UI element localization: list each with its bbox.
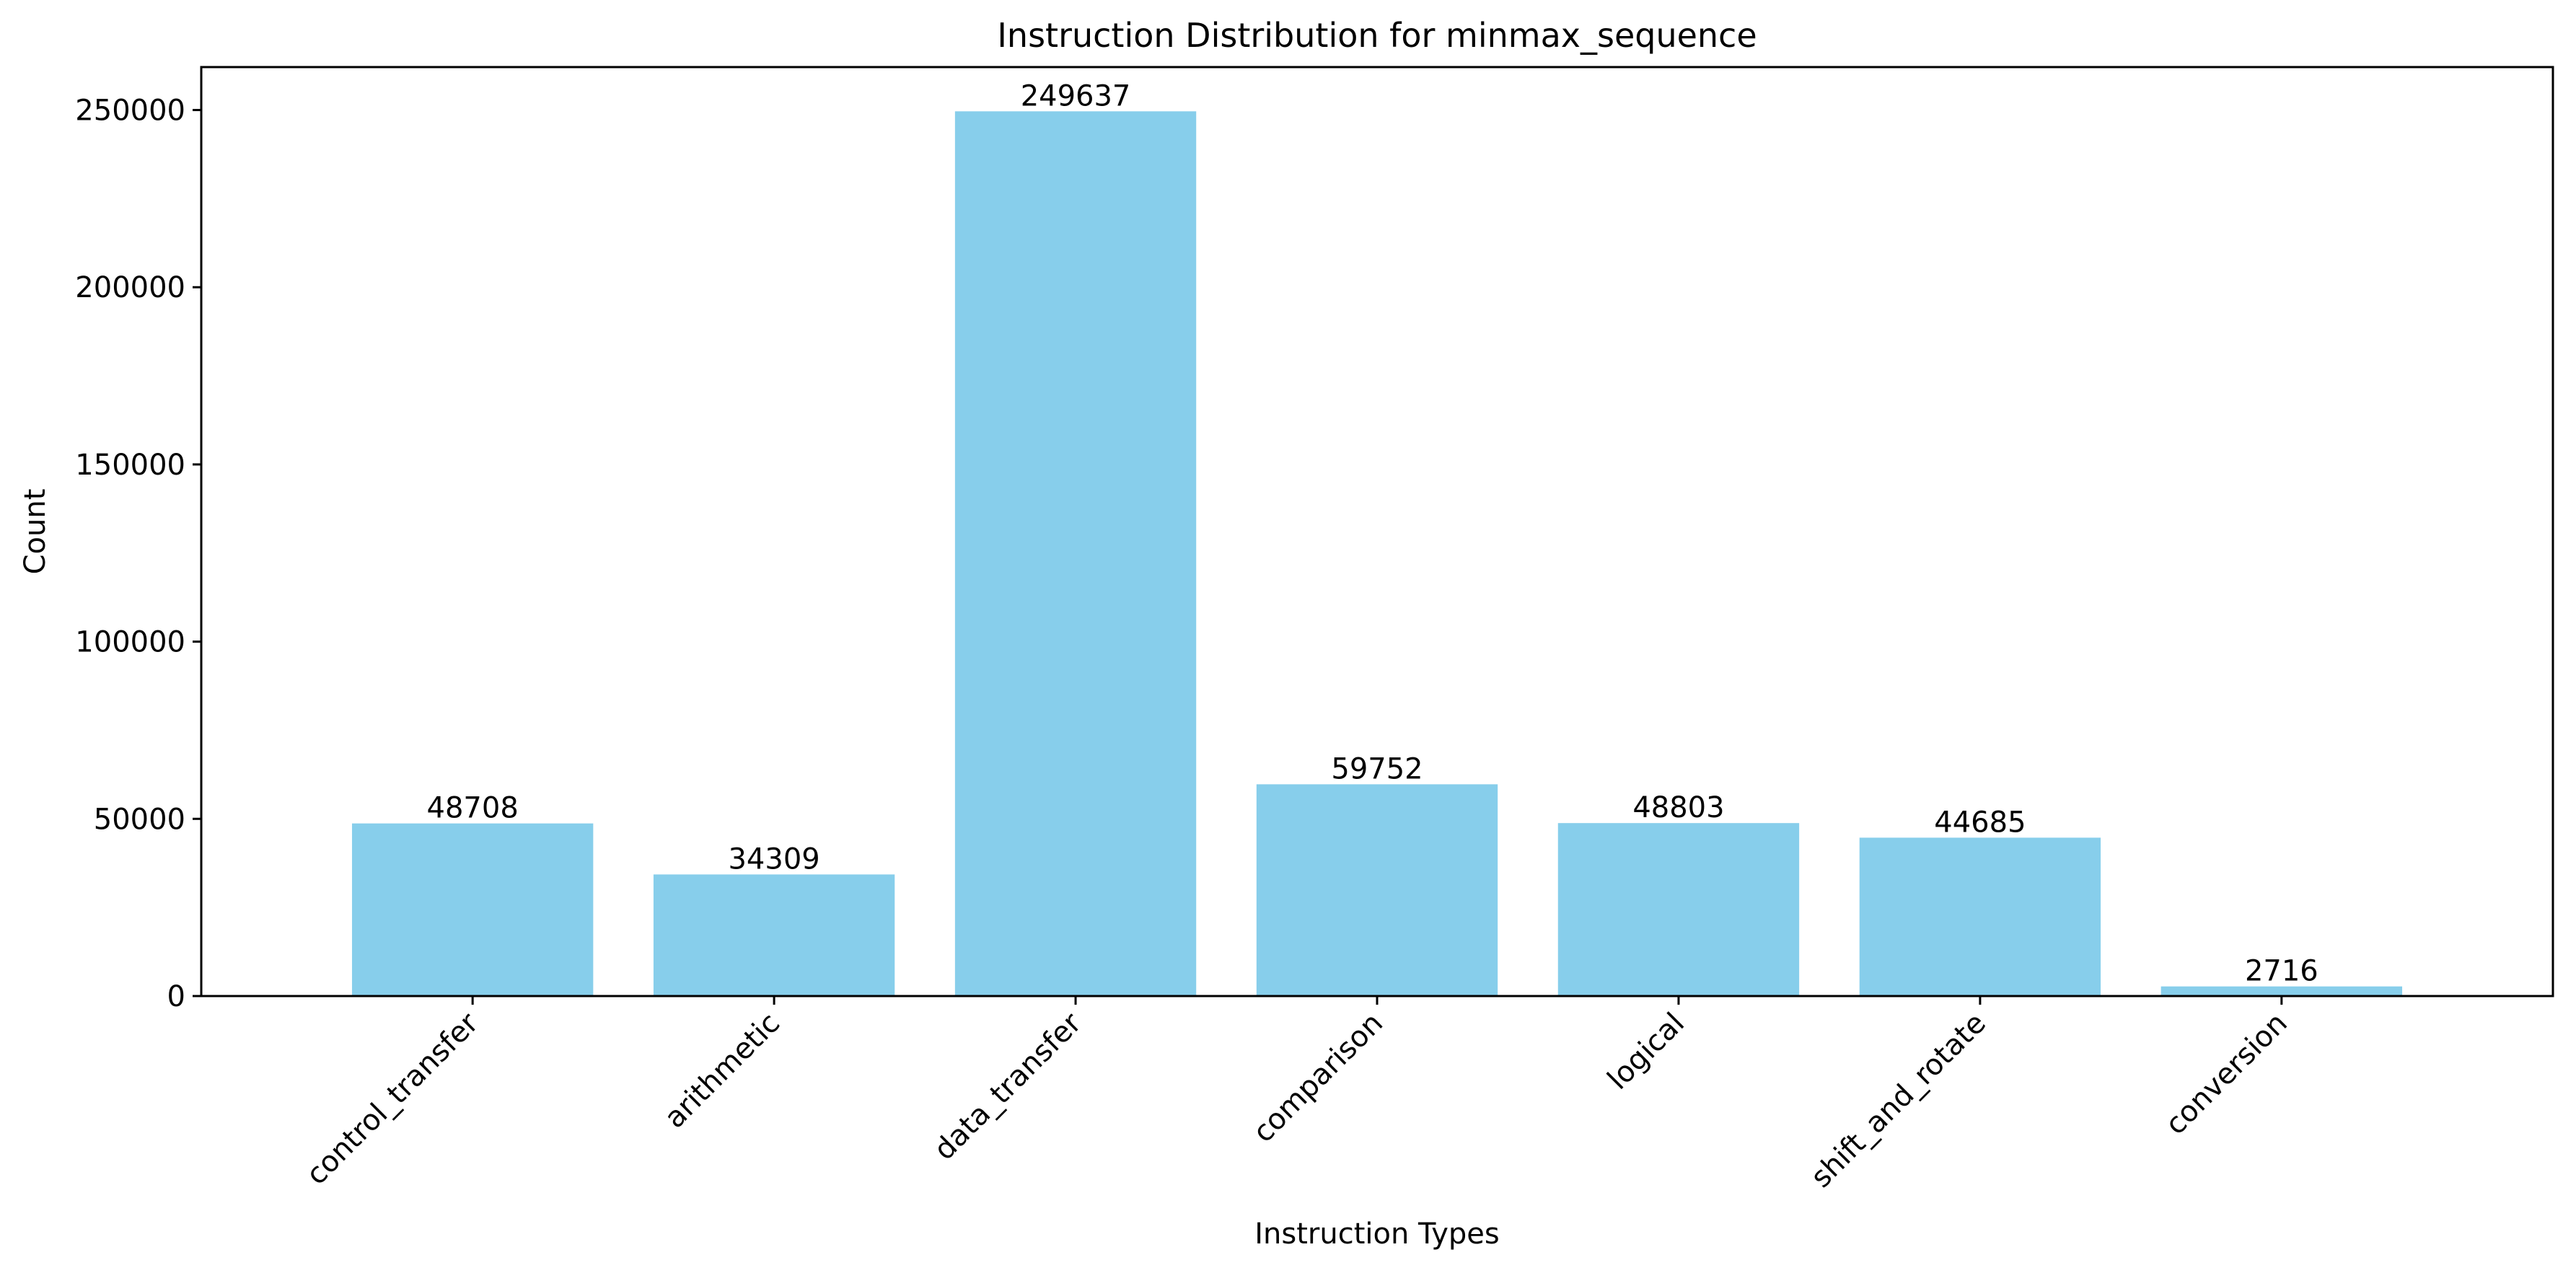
y-tick-label: 0: [167, 980, 185, 1013]
bar-value-label: 48708: [427, 792, 519, 825]
bar-logical: [1557, 823, 1800, 996]
bar-data_transfer: [954, 111, 1197, 997]
bar-value-label: 48803: [1632, 791, 1724, 824]
bar-arithmetic: [653, 874, 895, 996]
bar-comparison: [1256, 784, 1498, 996]
y-tick-label: 100000: [75, 626, 185, 659]
bar-control_transfer: [351, 823, 594, 996]
bar-shift_and_rotate: [1859, 837, 2101, 996]
chart-title: Instruction Distribution for minmax_sequ…: [997, 16, 1757, 55]
bar-value-label: 34309: [728, 842, 819, 876]
value-labels-layer: 48708 34309 249637 59752 48803 44685 2716: [427, 79, 2318, 987]
y-tick-label: 50000: [94, 803, 185, 836]
bar-value-label: 2716: [2245, 955, 2318, 988]
y-tick-label: 200000: [75, 271, 185, 304]
y-tick-label: 150000: [75, 449, 185, 482]
y-axis: 0 50000 100000 150000 200000 250000: [75, 94, 201, 1013]
bar-value-label: 249637: [1021, 79, 1131, 113]
y-axis-label: Count: [19, 489, 52, 575]
plot-frame: [200, 66, 2554, 997]
bar-conversion: [2160, 986, 2403, 996]
bars-layer: [351, 111, 2403, 997]
y-tick-label: 250000: [75, 94, 185, 128]
x-axis-label: Instruction Types: [1254, 1217, 1500, 1251]
bar-value-label: 44685: [1934, 806, 2026, 839]
bar-value-label: 59752: [1331, 752, 1423, 785]
